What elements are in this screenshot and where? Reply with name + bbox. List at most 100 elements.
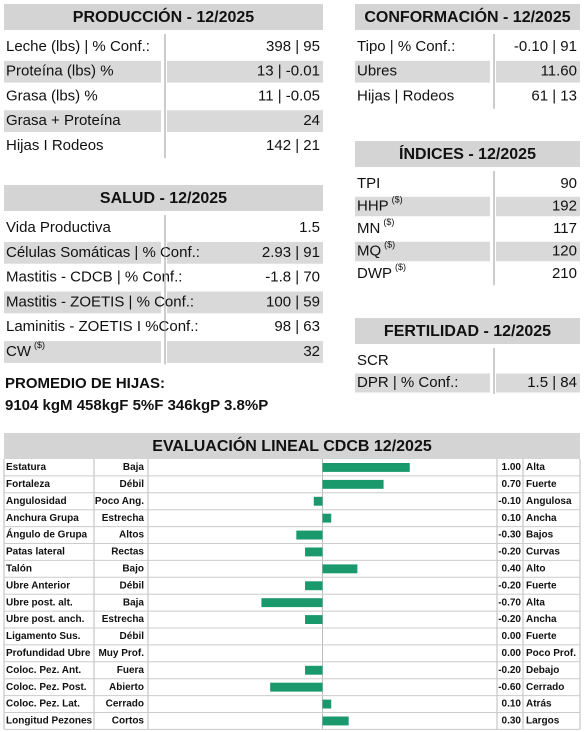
value-label: -0.20 [498,580,521,591]
low-label: Fuera [117,665,145,676]
section-header [355,318,580,344]
superscript: ($) [383,217,394,227]
bar [296,530,323,540]
trait: Estatura [6,462,46,473]
low-label: Débil [120,631,145,642]
high-label: Alta [526,597,545,608]
low-label: Poco Ang. [95,496,144,507]
row-value: 120 [552,242,577,259]
row-value: 13 | -0.01 [257,63,320,80]
low-label: Abierto [109,682,144,693]
superscript: ($) [384,240,395,250]
section-header [4,185,323,211]
averages-text: 9104 kgM 458kgF 5%F 346kgP 3.8%P [5,397,268,414]
section-header [355,4,580,30]
low-label: Baja [123,597,145,608]
low-label: Muy Prof. [98,648,144,659]
low-label: Estrecha [102,513,145,524]
value-label: 0.40 [502,563,522,574]
high-label: Poco Prof. [526,648,576,659]
bar [322,463,410,472]
bar [313,496,323,506]
high-label: Curvas [526,547,560,558]
low-label: Cerrado [106,699,144,710]
row-shade [496,196,580,217]
section-title: PRODUCCIÓN - 12/2025 [73,7,254,26]
row-value: -0.10 | 91 [514,38,577,55]
trait: Angulosidad [6,496,67,507]
bar [305,581,323,591]
low-label: Bajo [122,563,144,574]
section-title: FERTILIDAD - 12/2025 [384,323,551,340]
row-label: Ubres [357,63,397,80]
row-shade [4,110,161,132]
superscript: ($) [34,340,45,350]
row-label: DPR | % Conf.: [357,374,458,391]
section-title: CONFORMACIÓN - 12/2025 [364,7,570,26]
high-label: Fuerte [526,479,557,490]
value-label: 0.10 [502,513,522,524]
bar [270,682,323,692]
trait: Patas lateral [6,547,65,558]
low-label: Baja [123,462,145,473]
value-label: -0.20 [498,547,521,558]
row-label: Proteína (lbs) % [6,63,114,80]
row-value: 398 | 95 [266,38,320,55]
row-value: 192 [552,197,577,214]
trait: Coloc. Pez. Post. [6,682,87,693]
row-value: 11.60 [541,63,577,80]
row-shade [4,341,161,363]
high-label: Angulosa [526,496,572,507]
row-label: TPI [357,175,380,192]
trait: Anchura Grupa [6,513,79,524]
value-label: 0.70 [502,479,522,490]
low-label: Débil [120,580,145,591]
high-label: Alta [526,462,545,473]
trait: Talón [6,563,32,574]
bar [322,716,349,726]
row-label: Hijas I Rodeos [6,137,104,154]
trait: Ubre post. anch. [6,614,85,625]
high-label: Fuerte [526,580,557,591]
trait: Ubre post. alt. [6,597,73,608]
row-shade [167,341,323,363]
trait: Fortaleza [6,479,50,490]
row-label: Células Somáticas | % Conf.: [6,244,200,261]
row-shade [167,291,323,314]
section-header [4,433,580,459]
row-value: 24 [303,112,320,129]
high-label: Atrás [526,699,552,710]
row-label: Mastitis - CDCB | % Conf.: [6,269,182,286]
high-label: Debajo [526,665,559,676]
superscript: ($) [395,262,406,272]
trait: Ligamento Sus. [6,631,81,642]
row-shade [4,291,161,314]
section-title: ÍNDICES - 12/2025 [399,144,536,163]
bar [322,699,332,709]
high-label: Largos [526,716,560,727]
row-value: 11 | -0.05 [258,87,320,104]
high-label: Bajos [526,530,554,541]
trait: Profundidad Ubre [6,648,91,659]
bar [305,615,323,624]
row-shade [355,373,490,393]
bar [261,598,323,608]
row-shade [355,60,490,83]
value-label: -0.30 [498,530,521,541]
row-shade [4,60,161,83]
row-value: 117 [553,220,577,237]
row-label: Laminitis - ZOETIS I %Conf.: [6,318,199,335]
value-label: -0.60 [498,682,521,693]
value-label: -0.70 [498,597,521,608]
trait: Coloc. Pez. Ant. [6,665,81,676]
value-label: 0.00 [502,631,522,642]
row-shade [496,241,580,262]
superscript: ($) [392,195,403,205]
row-value: 98 | 63 [274,318,320,335]
low-label: Cortos [112,716,145,727]
high-label: Cerrado [526,682,564,693]
row-value: 100 | 59 [266,293,320,310]
averages-title: PROMEDIO DE HIJAS: [5,375,165,392]
bar [322,479,384,489]
